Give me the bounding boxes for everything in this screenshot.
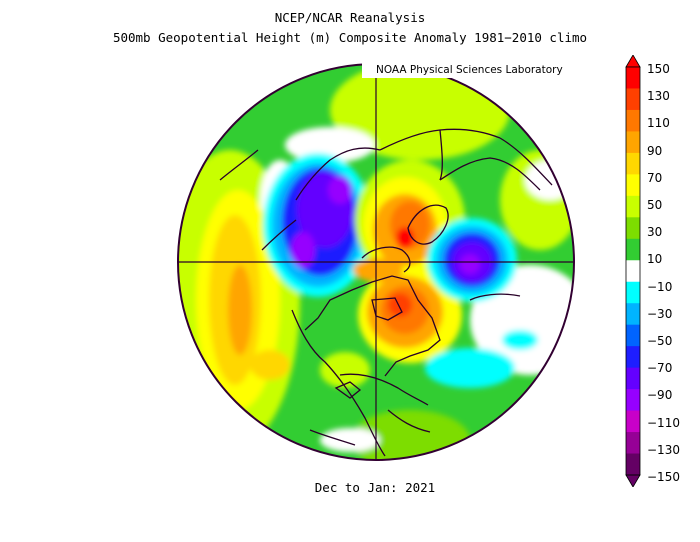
- colorbar-label: 90: [647, 143, 663, 158]
- colorbar-segment: [626, 195, 640, 218]
- colorbar-segment: [626, 453, 640, 476]
- coastlines: [219, 128, 553, 457]
- colorbar-label: −10: [647, 279, 673, 294]
- colorbar-label: 130: [647, 89, 670, 104]
- colorbar-segment: [626, 109, 640, 132]
- colorbar-segment: [626, 260, 640, 283]
- colorbar-segment: [626, 367, 640, 390]
- colorbar-top-arrow: [625, 55, 641, 68]
- colorbar-segment: [626, 303, 640, 326]
- credit-label: NOAA Physical Sciences Laboratory: [362, 63, 572, 78]
- colorbar-label: −130: [647, 442, 680, 457]
- title-line-2: 500mb Geopotential Height (m) Composite …: [112, 30, 588, 45]
- colorbar-segment: [626, 152, 640, 175]
- colorbar-label: 30: [647, 225, 663, 240]
- period-label: Dec to Jan: 2021: [314, 480, 436, 495]
- colorbar-label: −110: [647, 415, 680, 430]
- colorbar-segment: [626, 131, 640, 154]
- colorbar-segment: [626, 324, 640, 347]
- colorbar: [625, 55, 641, 487]
- colorbar-segment: [626, 217, 640, 240]
- anomaly-field: [178, 64, 574, 460]
- colorbar-label: −30: [647, 306, 673, 321]
- colorbar-label: −50: [647, 334, 673, 348]
- colorbar-label: 150: [647, 62, 670, 76]
- colorbar-segment: [626, 432, 640, 455]
- colorbar-label: 70: [647, 170, 663, 185]
- colorbar-segment: [626, 389, 640, 412]
- colorbar-label: −90: [647, 388, 673, 403]
- colorbar-label: 10: [647, 252, 663, 267]
- colorbar-frame: [625, 66, 641, 476]
- colorbar-segment: [626, 238, 640, 261]
- colorbar-segment: [626, 174, 640, 197]
- colorbar-segment: [626, 88, 640, 111]
- colorbar-segment: [626, 346, 640, 369]
- colorbar-segment: [626, 281, 640, 304]
- colorbar-segment: [626, 67, 640, 89]
- colorbar-segment: [626, 410, 640, 433]
- colorbar-label: −150: [647, 470, 680, 484]
- colorbar-label: −70: [647, 361, 673, 376]
- colorbar-label: 110: [647, 116, 670, 131]
- colorbar-label: 50: [647, 198, 663, 212]
- title-line-1: NCEP/NCAR Reanalysis: [274, 10, 426, 25]
